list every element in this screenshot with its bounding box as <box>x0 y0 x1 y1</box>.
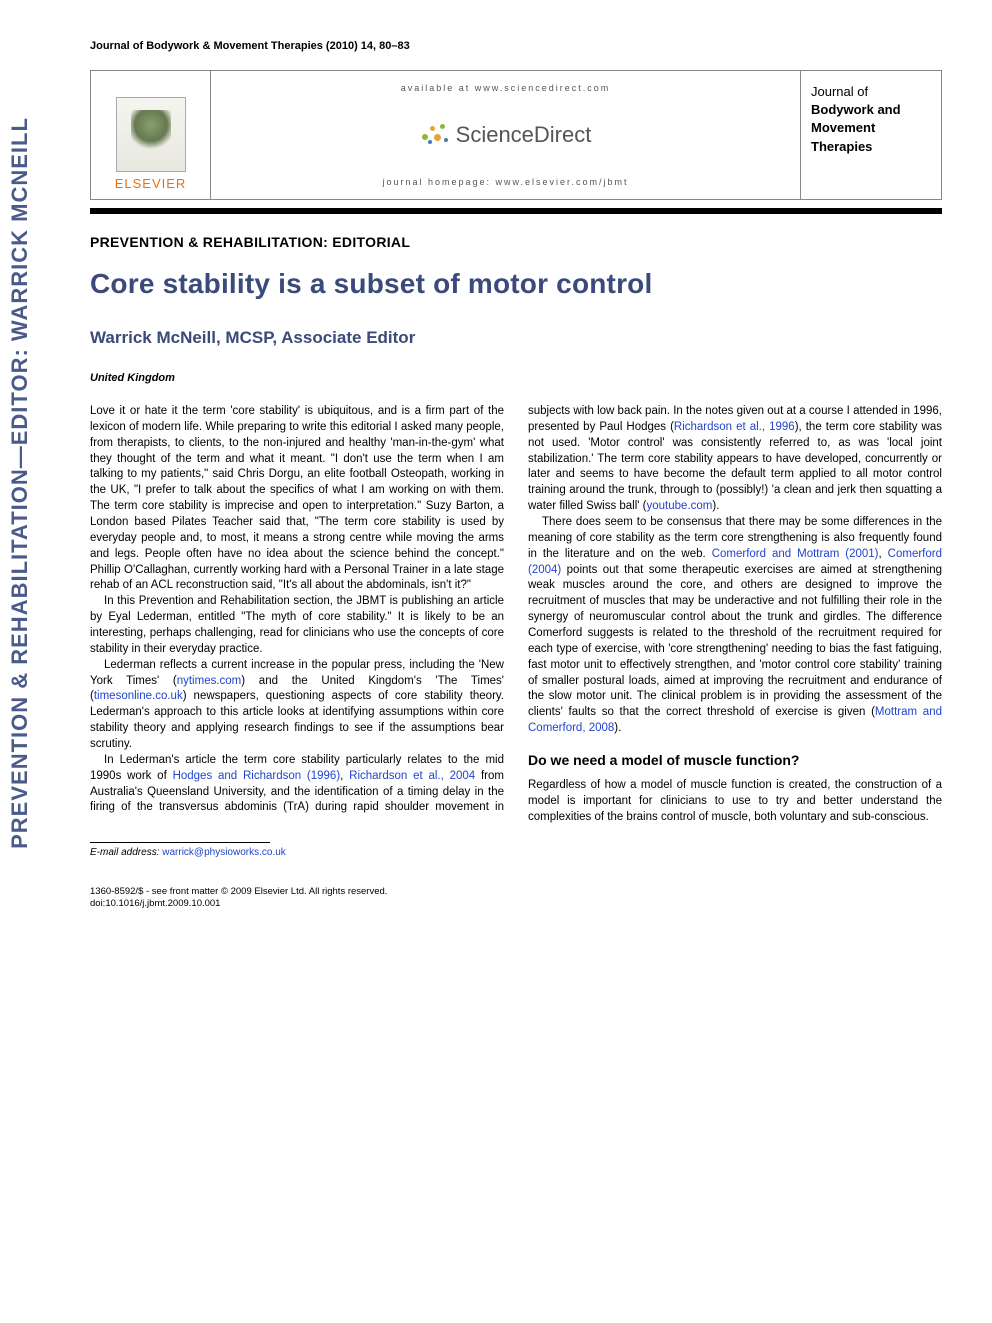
journal-title-line4: Therapies <box>811 138 931 156</box>
elsevier-tree-icon <box>116 97 186 172</box>
paragraph: In this Prevention and Rehabilitation se… <box>90 594 504 657</box>
sciencedirect-name: ScienceDirect <box>456 122 592 148</box>
sciencedirect-logo: ScienceDirect <box>420 120 592 150</box>
journal-reference: Journal of Bodywork & Movement Therapies… <box>90 40 942 52</box>
sciencedirect-cell: available at www.sciencedirect.com Scien… <box>211 71 801 199</box>
divider-bar <box>90 208 942 214</box>
footnote-rule <box>90 842 270 843</box>
paragraph: Lederman reflects a current increase in … <box>90 658 504 753</box>
header-banner: ELSEVIER available at www.sciencedirect.… <box>90 70 942 200</box>
journal-homepage-text: journal homepage: www.elsevier.com/jbmt <box>382 177 628 187</box>
available-at-text: available at www.sciencedirect.com <box>401 83 611 93</box>
journal-title-line1: Journal of <box>811 83 931 101</box>
author-line: Warrick McNeill, MCSP, Associate Editor <box>90 328 942 348</box>
link-youtube[interactable]: youtube.com <box>647 500 713 512</box>
copyright-line1: 1360-8592/$ - see front matter © 2009 El… <box>90 886 942 898</box>
journal-title-line3: Movement <box>811 119 931 137</box>
citation-link[interactable]: Hodges and Richardson (1996) <box>173 770 341 782</box>
email-link[interactable]: warrick@physioworks.co.uk <box>162 847 286 858</box>
section-label: PREVENTION & REHABILITATION: EDITORIAL <box>90 234 942 250</box>
link-timesonline[interactable]: timesonline.co.uk <box>94 690 183 702</box>
journal-title-line2: Bodywork and <box>811 101 931 119</box>
elsevier-logo-cell: ELSEVIER <box>91 71 211 199</box>
body-text: Love it or hate it the term 'core stabil… <box>90 404 942 826</box>
paragraph: Regardless of how a model of muscle func… <box>528 778 942 826</box>
affiliation: United Kingdom <box>90 372 942 384</box>
elsevier-label: ELSEVIER <box>115 176 187 191</box>
copyright-block: 1360-8592/$ - see front matter © 2009 El… <box>90 886 942 911</box>
paragraph: Love it or hate it the term 'core stabil… <box>90 404 504 594</box>
doi-line: doi:10.1016/j.jbmt.2009.10.001 <box>90 898 942 910</box>
citation-link[interactable]: Richardson et al., 2004 <box>349 770 475 782</box>
citation-link[interactable]: Comerford and Mottram (2001) <box>712 548 879 560</box>
link-nytimes[interactable]: nytimes.com <box>177 675 242 687</box>
citation-link[interactable]: Richardson et al., 1996 <box>674 421 795 433</box>
email-line: E-mail address: warrick@physioworks.co.u… <box>90 847 942 858</box>
section-heading: Do we need a model of muscle function? <box>528 751 942 770</box>
journal-title-cell: Journal of Bodywork and Movement Therapi… <box>801 71 941 199</box>
paragraph: There does seem to be consensus that the… <box>528 515 942 737</box>
article-title: Core stability is a subset of motor cont… <box>90 268 942 300</box>
sciencedirect-dots-icon <box>420 120 450 150</box>
sidebar-vertical-label: PREVENTION & REHABILITATION—EDITOR: WARR… <box>7 117 33 849</box>
